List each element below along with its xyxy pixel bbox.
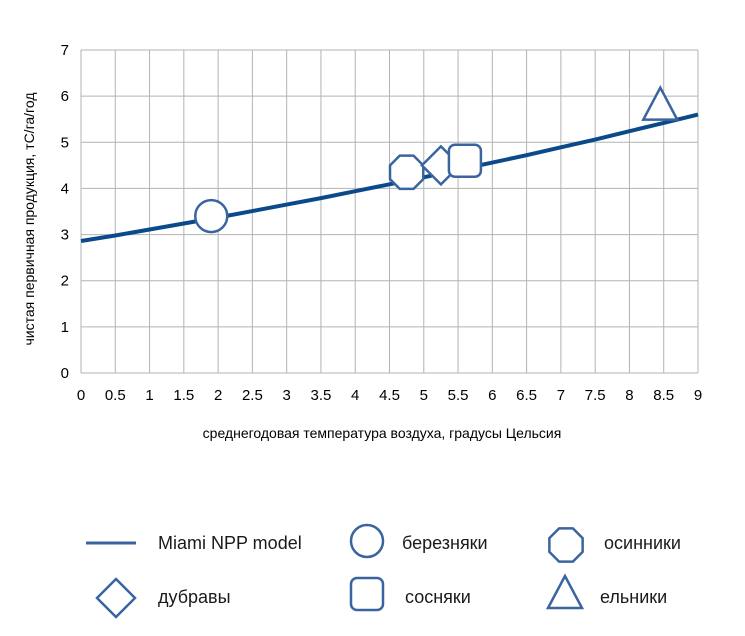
legend-swatch-circle [349,523,385,559]
x-tick-label: 2 [214,387,222,404]
x-axis-title: среднегодовая температура воздуха, граду… [203,425,562,441]
x-tick-labels: 0 0.5 1 1.5 2 2.5 3 3.5 4 4.5 5 5.5 6 6.5 7 7.5 8 8.5 9 [77,387,702,404]
x-tick-label: 5.5 [448,387,469,404]
y-tick-label: 6 [61,88,69,105]
x-tick-label: 8.5 [653,387,674,404]
x-tick-label: 1 [145,387,153,404]
x-tick-label: 9 [694,387,702,404]
y-tick-label: 7 [61,42,69,59]
x-tick-label: 2.5 [242,387,263,404]
y-tick-label: 1 [61,319,69,336]
data-point-triangle [641,85,680,121]
legend-label: осинники [604,533,681,553]
legend-label: сосняки [405,587,471,607]
x-tick-label: 0.5 [105,387,126,404]
y-tick-label: 3 [61,227,69,244]
x-tick-label: 7 [557,387,565,404]
legend-label: ельники [600,587,667,607]
data-point-circle [194,198,229,234]
legend-swatch-square [349,576,385,612]
y-tick-label: 5 [61,134,69,151]
x-tick-label: 7.5 [585,387,606,404]
legend: Miami NPP model березняки осинники дубравы с… [86,523,681,619]
x-tick-label: 6 [488,387,496,404]
legend-label: дубравы [158,587,231,607]
x-tick-label: 5 [420,387,428,404]
legend-label: березняки [402,533,488,553]
y-axis-title: чистая первичная продукция, тС/га/год [21,93,37,346]
y-tick-label: 2 [61,273,69,290]
legend-swatch-octagon [548,527,584,563]
data-point-octagon [388,154,425,191]
x-tick-label: 4.5 [379,387,400,404]
x-tick-label: 3.5 [311,387,332,404]
x-tick-label: 4 [351,387,359,404]
legend-swatch-triangle [545,573,585,610]
legend-swatch-diamond [95,577,137,619]
y-tick-labels: 0 1 2 3 4 5 6 7 [61,42,69,382]
series-line-miami-npp-model [80,112,699,244]
y-tick-label: 4 [61,180,69,197]
grid-lines [80,49,699,374]
x-tick-label: 0 [77,387,85,404]
data-point-square [447,143,483,178]
x-tick-label: 6.5 [516,387,537,404]
x-tick-label: 8 [625,387,633,404]
series-layer [80,85,699,244]
x-tick-label: 1.5 [173,387,194,404]
legend-label: Miami NPP model [158,533,302,553]
x-tick-label: 3 [282,387,290,404]
y-tick-label: 0 [61,365,69,382]
